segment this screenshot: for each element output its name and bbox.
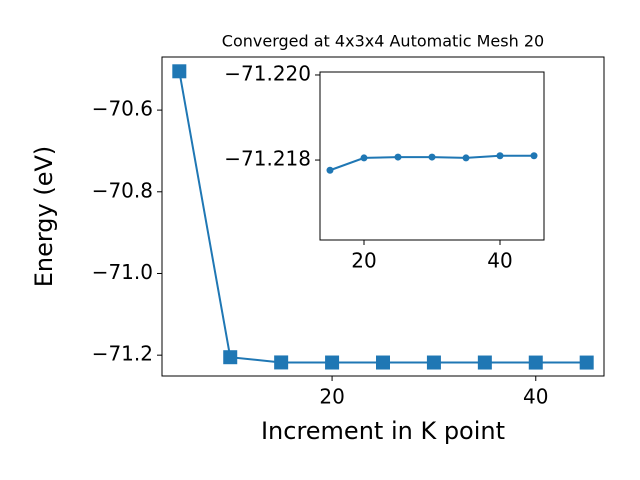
x-tick-label: 40 [487,249,512,273]
marker [274,355,289,370]
marker [172,64,187,79]
marker [528,355,543,370]
x-axis-label: Increment in K point [261,417,505,445]
y-tick-label: −71.218 [224,147,311,171]
x-tick-label: 40 [523,385,548,409]
marker [428,153,436,161]
x-tick-label: 20 [351,249,376,273]
marker [325,355,340,370]
marker [326,166,334,174]
marker [477,355,492,370]
y-tick-label: −71.2 [92,342,153,366]
marker [496,152,504,160]
marker [394,153,402,161]
marker [223,350,238,365]
y-tick-label: −70.6 [92,97,153,121]
marker [579,355,594,370]
x-tick-label: 20 [319,385,344,409]
marker [376,355,390,370]
marker [530,152,538,160]
marker [426,355,441,370]
marker [462,154,470,162]
y-axis-label: Energy (eV) [30,146,58,288]
chart-title: Converged at 4x3x4 Automatic Mesh 20 [222,32,544,51]
y-tick-label: −71.0 [92,260,153,284]
y-tick-label: −70.8 [92,178,153,202]
y-tick-label: −71.220 [224,61,311,85]
marker [360,154,368,162]
